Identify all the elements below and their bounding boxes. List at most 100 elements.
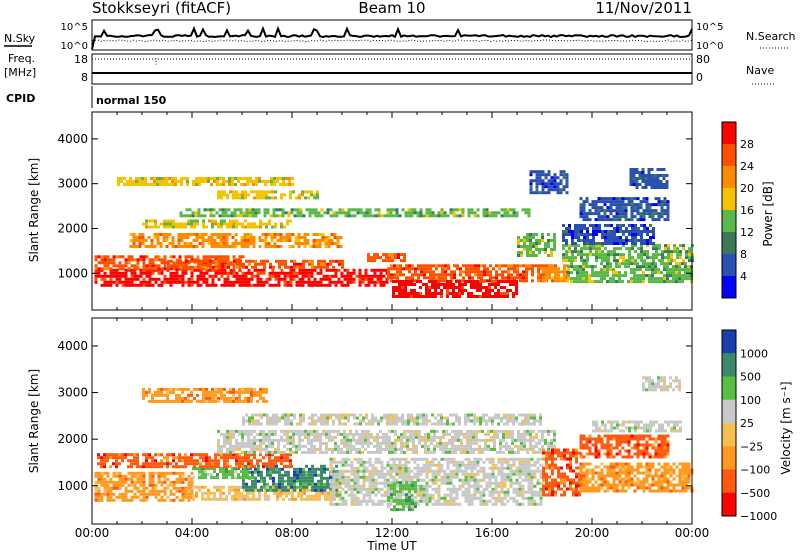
heatmap-cell: [545, 267, 548, 271]
heatmap-cell: [579, 206, 583, 210]
heatmap-cell: [296, 476, 299, 480]
heatmap-cell: [118, 486, 122, 490]
heatmap-cell: [681, 274, 684, 278]
heatmap-cell: [241, 462, 244, 466]
heatmap-cell: [350, 463, 354, 467]
heatmap-cell: [359, 475, 363, 479]
heatmap-cell: [288, 236, 292, 239]
heatmap-cell: [139, 492, 143, 496]
heatmap-cell: [646, 256, 649, 260]
heatmap-cell: [250, 432, 253, 436]
heatmap-cell: [657, 212, 661, 216]
heatmap-cell: [410, 475, 414, 479]
heatmap-cell: [241, 432, 244, 436]
heatmap-cell: [130, 258, 134, 262]
heatmap-cell: [307, 274, 311, 278]
heatmap-cell: [198, 233, 202, 236]
heatmap-cell: [512, 457, 516, 461]
heatmap-cell: [551, 264, 554, 268]
heatmap-cell: [320, 467, 323, 471]
heatmap-cell: [288, 485, 291, 489]
heatmap-cell: [529, 254, 532, 257]
heatmap-cell: [130, 477, 134, 481]
heatmap-cell: [580, 259, 583, 263]
heatmap-cell: [556, 188, 560, 192]
heatmap-cell: [181, 280, 185, 284]
heatmap-cell: [347, 478, 351, 482]
heatmap-cell: [186, 180, 189, 183]
heatmap-cell: [563, 264, 566, 268]
heatmap-cell: [612, 209, 616, 213]
heatmap-cell: [500, 466, 504, 470]
heatmap-cell: [287, 473, 290, 477]
heatmap-cell: [175, 489, 179, 493]
heatmap-cell: [304, 280, 308, 284]
heatmap-cell: [199, 465, 202, 469]
heatmap-cell: [288, 497, 291, 501]
heatmap-cell: [245, 214, 249, 218]
heatmap-cell: [368, 469, 372, 473]
heatmap-cell: [310, 280, 314, 284]
heatmap-cell: [633, 206, 637, 210]
heatmap-cell: [225, 180, 228, 183]
heatmap-cell: [271, 190, 274, 194]
heatmap-cell: [216, 473, 219, 477]
heatmap-cell: [250, 465, 253, 469]
heatmap-cell: [171, 239, 175, 242]
heatmap-cell: [278, 214, 282, 218]
heatmap-cell: [301, 277, 305, 281]
heatmap-cell: [109, 274, 113, 278]
heatmap-cell: [539, 496, 543, 500]
heatmap-cell: [252, 239, 256, 242]
heatmap-cell: [262, 429, 265, 433]
heatmap-cell: [318, 233, 322, 236]
heatmap-cell: [154, 267, 158, 271]
heatmap-cell: [163, 255, 167, 259]
heatmap-cell: [517, 251, 520, 254]
heatmap-cell: [243, 177, 246, 180]
heatmap-cell: [232, 222, 235, 226]
heatmap-cell: [280, 456, 283, 460]
heatmap-cell: [386, 493, 390, 497]
heatmap-cell: [302, 482, 305, 486]
heatmap-cell: [622, 253, 625, 257]
heatmap-cell: [455, 466, 459, 470]
heatmap-cell: [244, 444, 247, 448]
heatmap-cell: [407, 208, 411, 212]
heatmap-cell: [509, 478, 513, 482]
heatmap-cell: [425, 463, 429, 467]
heatmap-cell: [297, 236, 301, 239]
heatmap-cell: [398, 466, 402, 470]
heatmap-cell: [650, 177, 654, 180]
heatmap-cell: [374, 487, 378, 491]
heatmap-cell: [310, 271, 314, 275]
heatmap-cell: [145, 225, 148, 229]
heatmap-cell: [299, 488, 302, 492]
heatmap-cell: [249, 242, 253, 245]
heatmap-cell: [632, 183, 636, 186]
heatmap-cell: [542, 279, 545, 283]
heatmap-cell: [455, 496, 459, 500]
heatmap-cell: [376, 268, 380, 272]
heatmap-cell: [533, 499, 537, 503]
heatmap-cell: [103, 492, 107, 496]
heatmap-cell: [598, 244, 601, 248]
heatmap-cell: [544, 191, 548, 195]
heatmap-cell: [477, 270, 480, 274]
heatmap-cell: [156, 233, 160, 236]
heatmap-cell: [536, 460, 540, 464]
heatmap-cell: [506, 487, 510, 491]
heatmap-cell: [434, 502, 438, 506]
heatmap-cell: [247, 462, 250, 466]
heatmap-cell: [228, 180, 231, 183]
heatmap-cell: [540, 279, 543, 283]
heatmap-cell: [550, 251, 553, 254]
heatmap-cell: [583, 239, 586, 242]
heatmap-cell: [513, 270, 516, 274]
heatmap-cell: [452, 460, 456, 464]
heatmap-cell: [240, 470, 243, 474]
heatmap-cell: [175, 462, 178, 466]
heatmap-cell: [285, 183, 288, 186]
heatmap-cell: [253, 196, 256, 200]
heatmap-cell: [187, 483, 191, 487]
